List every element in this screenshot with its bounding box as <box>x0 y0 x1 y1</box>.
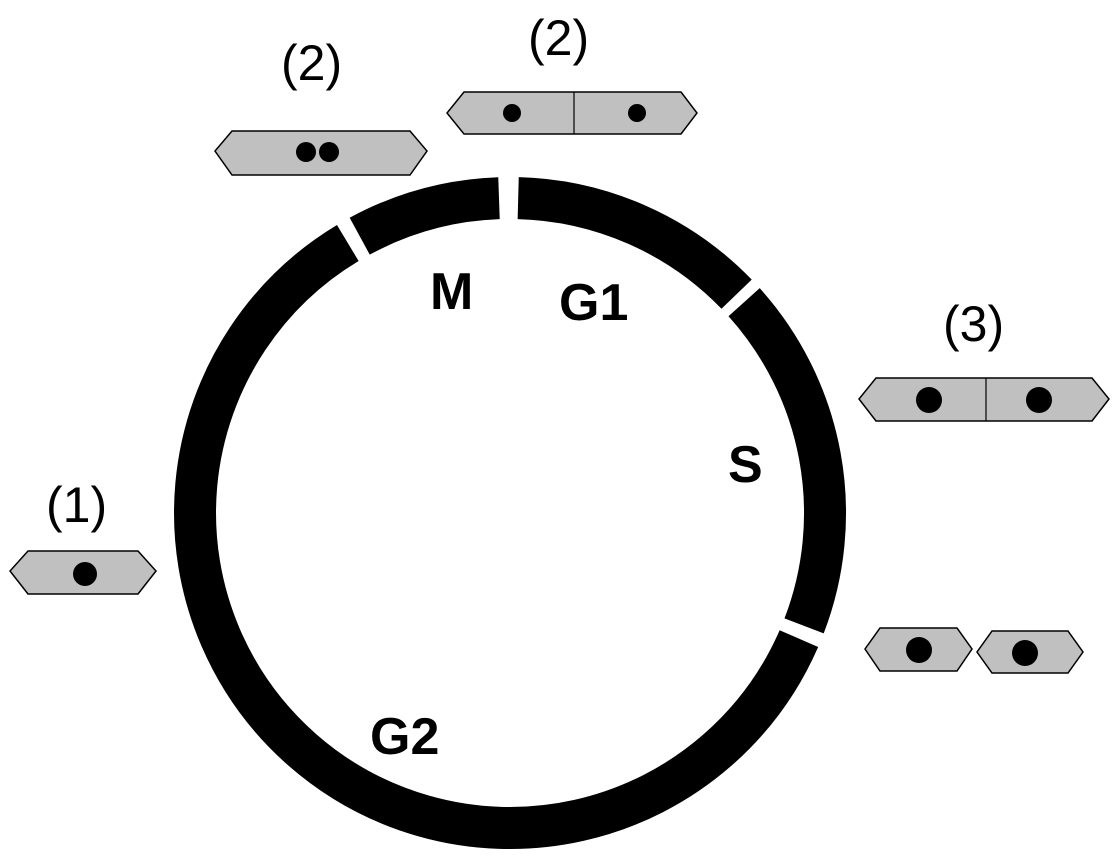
phase-label-m: M <box>430 263 473 321</box>
nucleus <box>296 142 316 162</box>
ring-segment-m <box>349 177 501 255</box>
cell-step-2-left <box>214 130 428 176</box>
cell-cycle-ring <box>174 177 847 850</box>
ring-segment-g2 <box>174 225 819 850</box>
cell-step-3 <box>858 377 1110 422</box>
nucleus <box>73 562 97 586</box>
cell-step-2-top <box>446 91 698 135</box>
step-label-2-top: (2) <box>528 10 589 66</box>
phase-label-g1: G1 <box>559 274 628 332</box>
nucleus <box>906 637 932 663</box>
cell-body <box>858 377 1110 422</box>
nucleus <box>1012 640 1038 666</box>
ring-segment-g1 <box>517 177 752 309</box>
phase-label-s: S <box>728 436 763 494</box>
cell-step-1 <box>9 550 157 595</box>
phase-label-g2: G2 <box>370 708 439 766</box>
step-label-2-left: (2) <box>281 35 342 91</box>
nucleus <box>319 142 339 162</box>
nucleus <box>1026 387 1052 413</box>
ring-segment-s <box>728 288 847 634</box>
nucleus <box>628 104 646 122</box>
daughter-cells <box>864 627 1084 674</box>
nucleus <box>916 387 942 413</box>
step-label-3: (3) <box>943 296 1004 352</box>
nucleus <box>503 104 521 122</box>
step-label-1: (1) <box>46 477 107 533</box>
cell-body <box>446 91 698 135</box>
